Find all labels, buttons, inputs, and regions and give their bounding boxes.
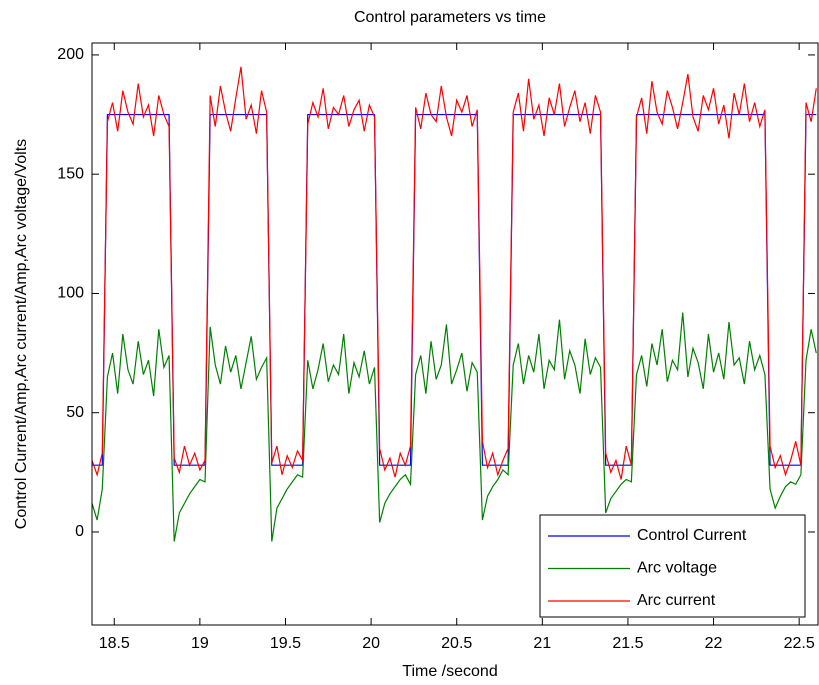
legend-label: Arc current bbox=[637, 592, 716, 609]
x-axis-label: Time /second bbox=[402, 663, 497, 680]
legend-label: Control Current bbox=[637, 527, 747, 544]
x-tick-label: 20 bbox=[362, 635, 380, 652]
x-tick-label: 21 bbox=[533, 635, 551, 652]
plot-lines bbox=[92, 66, 817, 542]
y-tick-label: 200 bbox=[57, 46, 84, 63]
series-line bbox=[92, 66, 817, 480]
x-tick-label: 21.5 bbox=[612, 635, 643, 652]
x-tick-label: 22.5 bbox=[784, 635, 815, 652]
y-tick-label: 100 bbox=[57, 285, 84, 302]
y-axis-label: Control Current/Amp,Arc current/Amp,Arc … bbox=[13, 139, 30, 529]
chart-title: Control parameters vs time bbox=[354, 9, 546, 26]
x-tick-label: 22 bbox=[705, 635, 723, 652]
x-tick-label: 20.5 bbox=[441, 635, 472, 652]
x-tick-label: 19 bbox=[191, 635, 209, 652]
x-tick-label: 18.5 bbox=[99, 635, 130, 652]
legend-label: Arc voltage bbox=[637, 560, 717, 577]
y-tick-label: 0 bbox=[75, 523, 84, 540]
y-tick-label: 150 bbox=[57, 165, 84, 182]
plot-frame bbox=[91, 42, 819, 626]
series-line bbox=[92, 312, 817, 542]
y-tick-label: 50 bbox=[66, 404, 84, 421]
x-tick-label: 19.5 bbox=[270, 635, 301, 652]
legend-box bbox=[539, 514, 806, 618]
